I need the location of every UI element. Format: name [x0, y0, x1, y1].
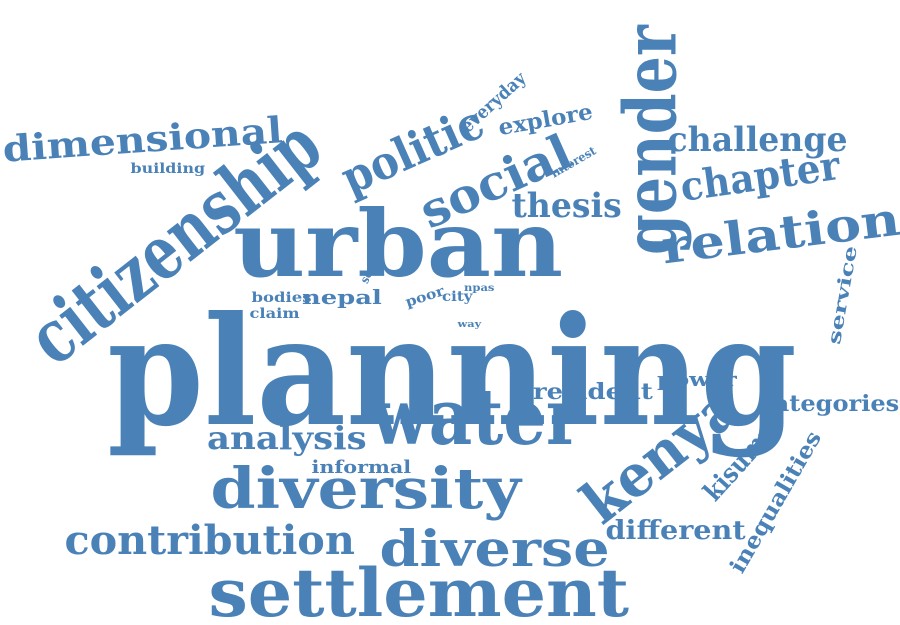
word-water: water: [370, 372, 582, 463]
word-analysis: analysis: [207, 419, 367, 457]
word-city: city: [442, 289, 473, 305]
word-nepal: nepal: [302, 285, 382, 309]
word-urban: urban: [233, 190, 564, 298]
word-npas: npas: [463, 283, 495, 294]
word-diverse: diverse: [379, 519, 610, 578]
word-different: different: [605, 516, 746, 546]
word-diversity: diversity: [210, 456, 521, 522]
word-categories: categories: [758, 391, 900, 417]
word-resident: resident: [533, 379, 653, 405]
word-service: service: [823, 244, 862, 346]
word-claim: claim: [248, 306, 300, 322]
word-thesis: thesis: [511, 186, 622, 226]
word-building: building: [130, 161, 206, 177]
word-way: way: [457, 319, 481, 330]
word-challenge: challenge: [666, 120, 848, 160]
word-planning: planning: [107, 284, 797, 460]
word-informal: informal: [311, 457, 411, 478]
word-power: power: [657, 367, 737, 391]
word-settlement: settlement: [207, 554, 629, 625]
word-contribution: contribution: [64, 517, 355, 564]
word-bodies: bodies: [251, 290, 312, 306]
